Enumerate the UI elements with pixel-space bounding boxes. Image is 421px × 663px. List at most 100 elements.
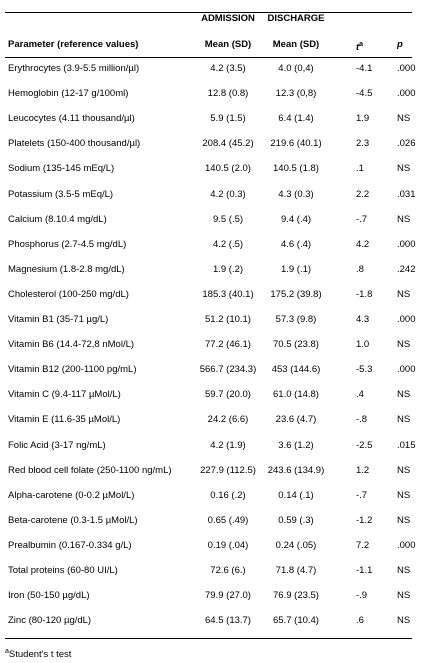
cell: .6 xyxy=(356,615,364,627)
cell: 6.4 (1.4) xyxy=(278,113,314,125)
group-label: DISCHARGE xyxy=(267,13,325,24)
cell: NS xyxy=(397,590,411,602)
cell: 4.0 (0,4) xyxy=(278,63,314,74)
group-label: ADMISSION xyxy=(201,13,255,24)
cell: 3.6 (1.2) xyxy=(278,439,314,451)
row-label: Sodium (135-145 mEq/L) xyxy=(8,163,115,175)
cell: .8 xyxy=(356,263,364,275)
cell: 140.5 (2.0) xyxy=(205,163,251,175)
footnote-sup: a xyxy=(5,648,9,655)
cell: 70.5 (23.8) xyxy=(273,339,319,351)
cell: 2.2 xyxy=(356,188,370,200)
cell: 4.6 (.4) xyxy=(280,238,312,250)
row-label: Hemoglobin (12-17 g/100ml) xyxy=(8,88,129,100)
cell: .1 xyxy=(356,163,364,175)
cell: .242 xyxy=(397,263,416,275)
footnote-text: Student's t test xyxy=(8,649,72,661)
cell: 1.0 xyxy=(356,339,370,351)
cell: 1.9 (.2) xyxy=(212,263,244,275)
cell: .026 xyxy=(397,138,416,150)
cell: .4 xyxy=(356,389,364,401)
cell: 77.2 (46.1) xyxy=(205,339,251,351)
column-header: Mean (SD) xyxy=(272,39,320,50)
cell: .015 xyxy=(397,439,416,451)
footnote: aStudent's t test xyxy=(5,646,71,661)
cell: -.7 xyxy=(356,213,368,225)
cell: -.9 xyxy=(356,590,368,602)
cell: NS xyxy=(397,464,411,476)
cell: 0.65 (.49) xyxy=(207,514,249,526)
cell: 2.3 xyxy=(356,138,370,150)
cell: 76.9 (23.5) xyxy=(273,590,319,602)
bottom-rule xyxy=(5,638,412,639)
cell: 4.3 xyxy=(356,314,370,325)
cell: NS xyxy=(397,163,411,175)
cell: 0.59 (.3) xyxy=(278,514,314,526)
cell: 1.9 (.1) xyxy=(280,263,312,275)
row-label: Vitamin E (11.6-35 µMol/L) xyxy=(8,414,121,426)
cell: NS xyxy=(397,288,411,300)
cell: 4.2 (.5) xyxy=(212,238,244,250)
row-label: Magnesium (1.8-2.8 mg/dL) xyxy=(8,263,125,275)
cell: 12.8 (0.8) xyxy=(207,88,249,100)
row-label: Red blood cell folate (250-1100 ng/mL) xyxy=(8,464,172,476)
cell: NS xyxy=(397,615,411,627)
row-label: Potassium (3.5-5 mEq/L) xyxy=(8,188,114,200)
cell: 51.2 (10.1) xyxy=(205,314,251,325)
cell: NS xyxy=(397,514,411,526)
cell: -1.8 xyxy=(356,288,373,300)
cell: 7.2 xyxy=(356,539,370,551)
row-label: Alpha-carotene (0-0.2 µMol/L) xyxy=(8,489,135,501)
cell: 79.9 (27.0) xyxy=(205,590,251,602)
column-header: ta xyxy=(356,39,363,54)
row-label: Beta-carotene (0.3-1.5 µMol/L) xyxy=(8,514,138,526)
cell: 185.3 (40.1) xyxy=(202,288,254,300)
row-label: Vitamin B1 (35-71 µg/L) xyxy=(8,314,109,325)
header-rule xyxy=(5,57,412,58)
cell: 4.2 xyxy=(356,238,370,250)
cell: 175.2 (39.8) xyxy=(270,288,322,300)
cell: NS xyxy=(397,339,411,351)
column-header: Parameter (reference values) xyxy=(8,39,139,50)
cell: 566.7 (234.3) xyxy=(199,364,257,376)
row-label: Vitamin B6 (14.4-72,8 nMol/L) xyxy=(8,339,135,351)
row-label: Folic Acid (3-17 ng/mL) xyxy=(8,439,106,451)
row-label: Total proteins (60-80 UI/L) xyxy=(8,565,118,576)
cell: 1.2 xyxy=(356,464,370,476)
cell: 208.4 (45.2) xyxy=(202,138,254,150)
cell: 64.5 (13.7) xyxy=(205,615,251,627)
row-label: Calcium (8.10.4 mg/dL) xyxy=(8,213,107,225)
row-label: Vitamin B12 (200-1100 pg/mL) xyxy=(8,364,137,376)
row-label: Iron (50-150 µg/dL) xyxy=(8,590,90,602)
cell: 0.24 (.05) xyxy=(275,539,317,551)
cell: NS xyxy=(397,414,411,426)
row-label: Phosphorus (2.7-4.5 mg/dL) xyxy=(8,238,127,250)
cell: NS xyxy=(397,213,411,225)
cell: 1.9 xyxy=(356,113,370,125)
cell: 0.19 (.04) xyxy=(207,539,249,551)
cell: 4.2 (0.3) xyxy=(210,188,246,200)
row-label: Erythrocytes (3.9-5.5 million/µl) xyxy=(8,63,140,74)
cell: NS xyxy=(397,113,411,125)
top-rule xyxy=(5,12,412,13)
row-label: Cholesterol (100-250 mg/dL) xyxy=(8,288,129,300)
cell: 0.14 (.1) xyxy=(278,489,314,501)
cell: .000 xyxy=(397,539,416,551)
cell: 140.5 (1.8) xyxy=(273,163,319,175)
column-header: p xyxy=(397,39,403,50)
cell: .000 xyxy=(397,88,416,100)
cell: 227.9 (112.5) xyxy=(200,464,256,476)
cell: .000 xyxy=(397,63,416,74)
cell: -.7 xyxy=(356,489,368,501)
cell: 0.16 (.2) xyxy=(210,489,246,501)
cell: .000 xyxy=(397,364,416,376)
cell: 71.8 (4.7) xyxy=(275,565,317,576)
column-header-sup: a xyxy=(359,41,364,48)
cell: 219.6 (40.1) xyxy=(270,138,322,150)
row-label: Leucocytes (4.11 thousand/µl) xyxy=(8,113,135,125)
cell: 9.4 (.4) xyxy=(280,213,312,225)
cell: 5.9 (1.5) xyxy=(210,113,246,125)
cell: -2.5 xyxy=(356,439,373,451)
row-label: Vitamin C (9.4-117 µMol/L) xyxy=(8,389,121,401)
